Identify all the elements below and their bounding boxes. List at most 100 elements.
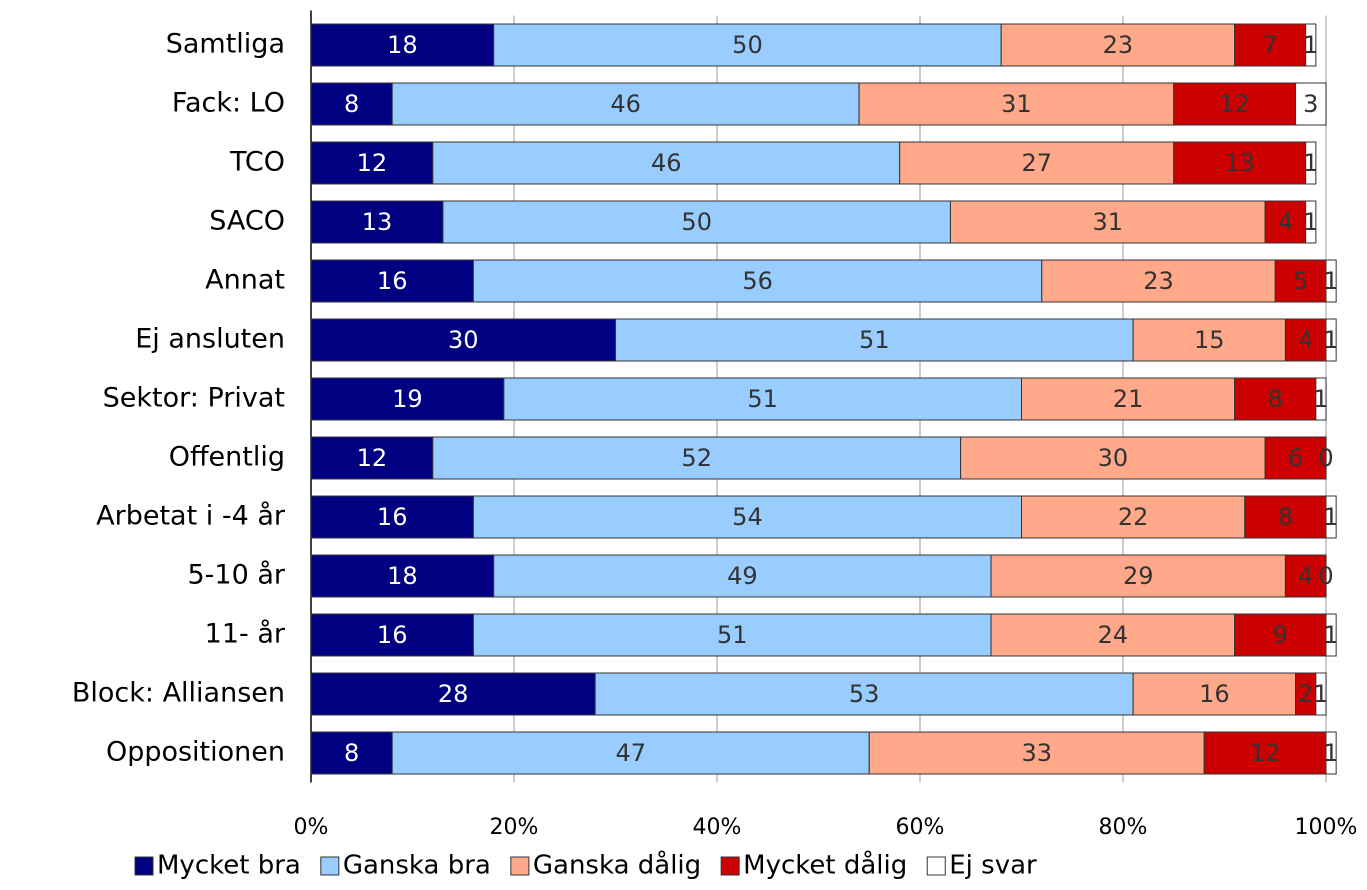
bar-segment: [1315, 377, 1327, 421]
data-label: 7: [1263, 31, 1278, 59]
bar-segment: [960, 436, 1266, 480]
bar-segment: [899, 141, 1175, 185]
data-label: 1: [1323, 503, 1338, 531]
data-label: 8: [1268, 385, 1283, 413]
data-label: 0: [1318, 562, 1333, 590]
data-label: 1: [1313, 680, 1328, 708]
data-label: 16: [377, 621, 408, 649]
data-label: 8: [1278, 503, 1293, 531]
legend-swatch: [134, 856, 154, 876]
data-label: 8: [344, 90, 359, 118]
bar-segment: [1264, 436, 1327, 480]
y-tick-label: Ej ansluten: [135, 324, 285, 355]
bar-segment: [1203, 731, 1327, 775]
bar-segment: [310, 377, 505, 421]
bar-segment: [442, 200, 951, 244]
bar-segment: [615, 318, 1134, 362]
data-label: 3: [1303, 90, 1318, 118]
data-label: 24: [1098, 621, 1129, 649]
data-label: 51: [747, 385, 778, 413]
data-label: 46: [651, 149, 682, 177]
data-label: 8: [344, 739, 359, 767]
bar-segment: [310, 554, 495, 598]
bar-segment: [310, 259, 474, 303]
bar-segment: [990, 554, 1286, 598]
data-label: 12: [357, 444, 388, 472]
data-label: 15: [1194, 326, 1225, 354]
y-tick-label: 11- år: [205, 619, 286, 650]
data-label: 1: [1313, 385, 1328, 413]
bar-segment: [391, 731, 870, 775]
y-tick-label: Sektor: Privat: [103, 383, 285, 414]
data-label: 5: [1293, 267, 1308, 295]
data-label: 1: [1323, 326, 1338, 354]
bar-segment: [432, 141, 901, 185]
y-tick-label: 5-10 år: [187, 560, 285, 591]
y-tick-label: Fack: LO: [172, 88, 285, 119]
data-label: 50: [732, 31, 763, 59]
data-label: 29: [1123, 562, 1154, 590]
bar-segment: [1305, 200, 1317, 244]
data-label: 23: [1143, 267, 1174, 295]
data-label: 1: [1303, 149, 1318, 177]
bar-segment: [1041, 259, 1276, 303]
data-label: 19: [392, 385, 423, 413]
bar-segment: [1132, 672, 1297, 716]
y-tick-label: Oppositionen: [106, 737, 285, 768]
bar-segment: [1234, 613, 1327, 657]
bar-segment: [310, 82, 393, 126]
data-label: 12: [1219, 90, 1250, 118]
bar-segment: [1325, 613, 1337, 657]
bar-segment: [1295, 82, 1327, 126]
y-tick-label: Offentlig: [169, 442, 285, 473]
bar-segment: [310, 672, 596, 716]
bar-segment: [1021, 377, 1236, 421]
data-label: 16: [377, 503, 408, 531]
bar-segment: [310, 495, 474, 539]
data-label: 47: [615, 739, 646, 767]
x-tick-label: 80%: [1099, 815, 1148, 840]
data-label: 12: [1250, 739, 1281, 767]
data-label: 1: [1303, 208, 1318, 236]
data-label: 4: [1278, 208, 1293, 236]
y-tick-label: Arbetat i -4 år: [96, 501, 286, 532]
data-label: 2: [1298, 680, 1313, 708]
bar-segment: [858, 82, 1175, 126]
bar-segment: [1234, 23, 1307, 67]
data-label: 4: [1298, 326, 1313, 354]
x-tick-label: 60%: [896, 815, 945, 840]
bar-segment: [1305, 141, 1317, 185]
bar-segment: [1325, 318, 1337, 362]
data-label: 13: [362, 208, 393, 236]
data-label: 22: [1118, 503, 1149, 531]
data-label: 13: [1224, 149, 1255, 177]
data-label: 52: [681, 444, 712, 472]
legend-swatch: [320, 856, 340, 876]
data-label: 21: [1113, 385, 1144, 413]
data-label: 1: [1323, 621, 1338, 649]
legend-label: Ganska dålig: [533, 850, 701, 881]
data-label: 0: [1318, 444, 1333, 472]
data-label: 4: [1298, 562, 1313, 590]
bar-segment: [472, 613, 992, 657]
bar-segment: [310, 436, 434, 480]
data-label: 30: [448, 326, 479, 354]
bar-segment: [1173, 82, 1297, 126]
bar-segment: [310, 613, 474, 657]
data-label: 49: [727, 562, 758, 590]
data-label: 18: [387, 562, 418, 590]
bar-segment: [1284, 318, 1327, 362]
x-tick-label: 40%: [693, 815, 742, 840]
bar-segment: [990, 613, 1236, 657]
data-label: 12: [357, 149, 388, 177]
data-label: 1: [1323, 267, 1338, 295]
bar-segment: [1305, 23, 1317, 67]
bar-segment: [310, 23, 495, 67]
data-label: 53: [849, 680, 880, 708]
x-tick-label: 0%: [294, 815, 329, 840]
legend-label: Ej svar: [949, 851, 1037, 881]
data-label: 1: [1303, 31, 1318, 59]
data-label: 51: [717, 621, 748, 649]
x-tick-label: 100%: [1295, 815, 1358, 840]
